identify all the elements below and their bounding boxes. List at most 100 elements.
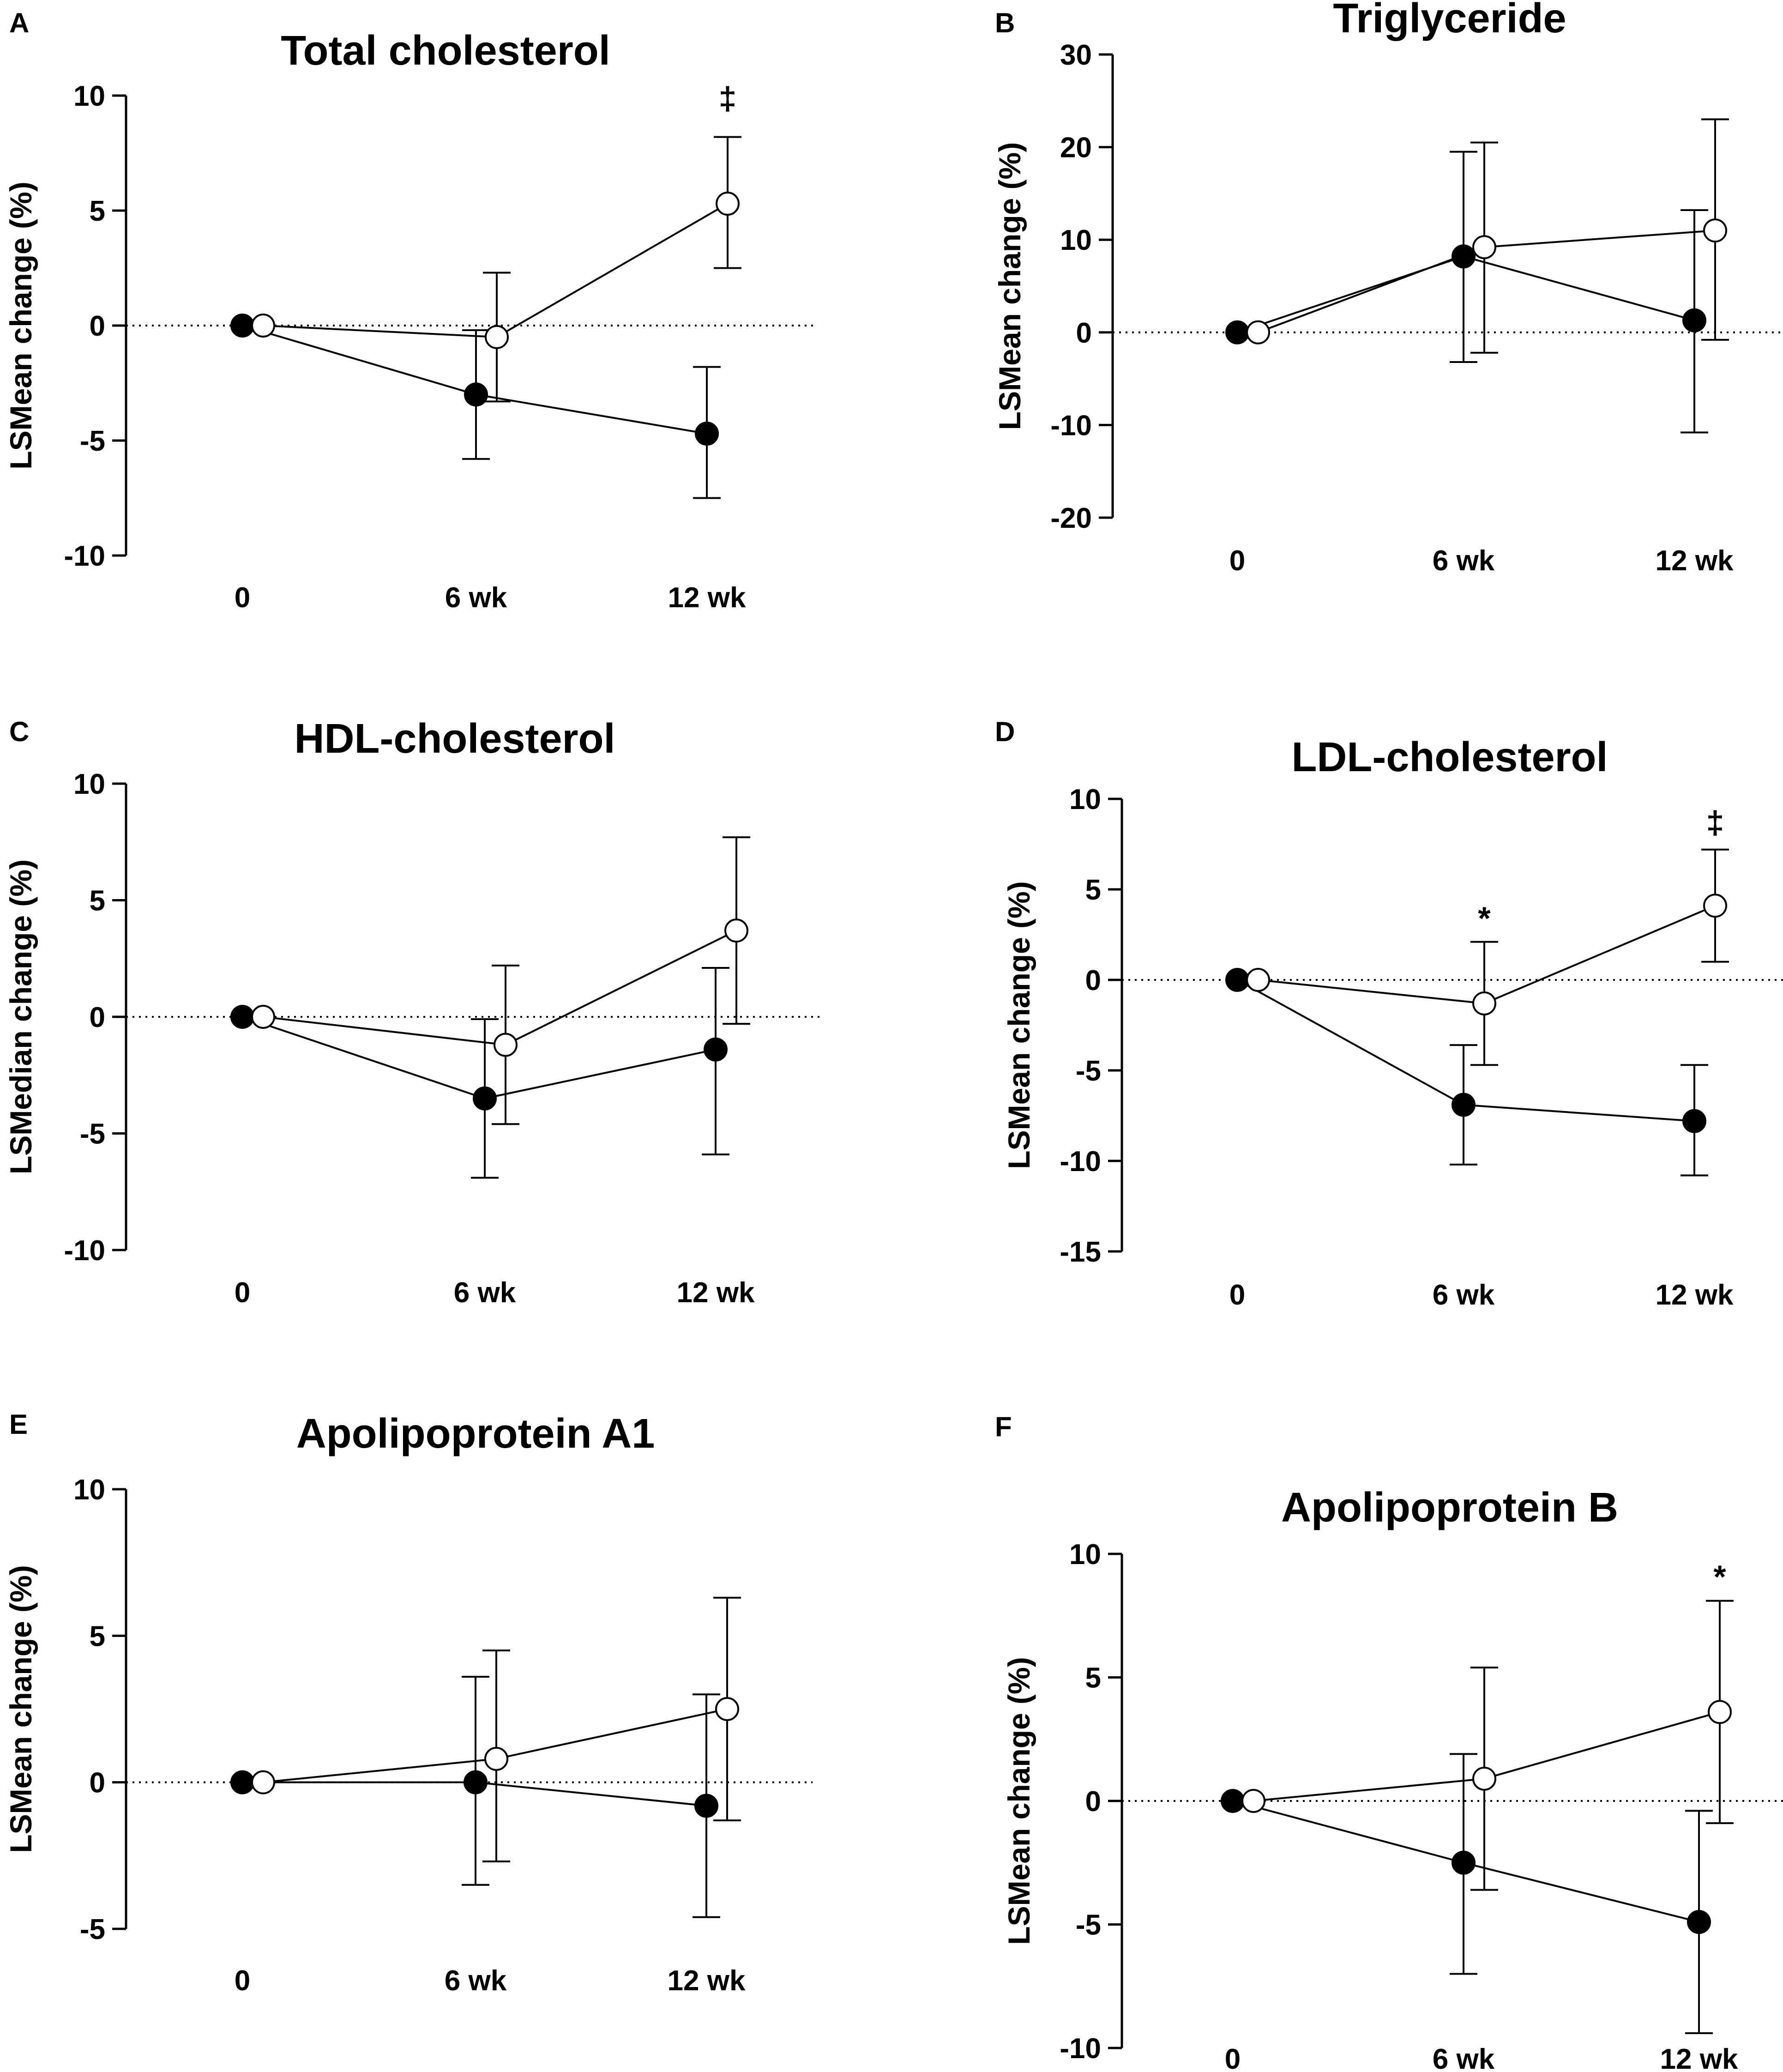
open-marker bbox=[1703, 218, 1727, 243]
panel-title: LDL-cholesterol bbox=[1291, 734, 1608, 780]
series-open bbox=[251, 836, 750, 1125]
x-tick-label: 0 bbox=[235, 582, 250, 614]
panel-letter: A bbox=[9, 7, 29, 38]
filled-marker bbox=[694, 1794, 718, 1818]
y-axis-label: LSMean change (%) bbox=[993, 142, 1027, 430]
panel-a: A Total cholesterol LSMean change (%) 10 5 0 -… bbox=[4, 7, 813, 614]
series-open bbox=[1241, 1600, 1734, 1891]
open-marker bbox=[494, 1033, 518, 1057]
panel-d: D LDL-cholesterol LSMean change (%) 10 5 0 -5 -… bbox=[995, 716, 1783, 1311]
y-tick-label: 10 bbox=[73, 768, 105, 800]
significance-marker: ‡ bbox=[719, 80, 737, 116]
open-marker bbox=[1241, 1789, 1265, 1813]
y-tick-label: 10 bbox=[1060, 224, 1092, 256]
y-tick-label: 0 bbox=[1076, 317, 1092, 349]
filled-marker bbox=[230, 314, 254, 338]
y-tick-label: 10 bbox=[73, 1474, 105, 1506]
filled-marker bbox=[704, 1037, 728, 1062]
open-marker bbox=[715, 1697, 739, 1721]
y-tick-label: -5 bbox=[1076, 1055, 1101, 1087]
panel-title: Apolipoprotein B bbox=[1281, 1485, 1618, 1531]
y-axis-label: LSMean change (%) bbox=[4, 181, 38, 469]
x-tick-label: 12 wk bbox=[668, 582, 746, 614]
y-tick-label: -5 bbox=[80, 1914, 105, 1945]
panel-title: Triglyceride bbox=[1333, 0, 1566, 42]
series-line bbox=[263, 203, 729, 338]
open-marker bbox=[716, 192, 740, 216]
y-tick-label: 5 bbox=[90, 1620, 105, 1652]
open-marker bbox=[484, 1746, 508, 1771]
y-tick-label: 0 bbox=[90, 310, 105, 342]
panel-title: Total cholesterol bbox=[281, 28, 610, 74]
x-tick-label: 6 wk bbox=[445, 1965, 507, 1997]
y-tick-label: -5 bbox=[1076, 1909, 1101, 1941]
panel-f: F Apolipoprotein B LSMean change (%) 10 5 0 -5… bbox=[995, 1411, 1783, 2072]
panel-letter: F bbox=[995, 1411, 1012, 1442]
panel-title: HDL-cholesterol bbox=[294, 716, 615, 762]
filled-marker bbox=[1682, 308, 1706, 332]
y-axis-label: LSMean change (%) bbox=[4, 1565, 38, 1853]
series-open bbox=[1246, 848, 1729, 1066]
panel-e: E Apolipoprotein A1 LSMean change (%) 10 5 0 -… bbox=[4, 1409, 813, 1997]
y-tick-label: -15 bbox=[1060, 1236, 1101, 1268]
y-tick-label: 0 bbox=[1085, 965, 1101, 997]
y-tick-label: 30 bbox=[1060, 39, 1092, 71]
y-tick-label: 0 bbox=[1085, 1786, 1101, 1818]
x-tick-label: 12 wk bbox=[1656, 545, 1734, 577]
series-line bbox=[263, 1708, 728, 1783]
series-filled bbox=[230, 1676, 720, 1918]
panel-letter: E bbox=[9, 1409, 28, 1440]
x-tick-label: 6 wk bbox=[1433, 545, 1495, 577]
open-marker bbox=[251, 314, 275, 338]
series-line bbox=[242, 325, 707, 435]
x-tick-label: 0 bbox=[1229, 545, 1245, 577]
open-marker bbox=[1246, 320, 1270, 344]
series-filled bbox=[1225, 151, 1708, 434]
x-tick-label: 6 wk bbox=[445, 582, 507, 614]
y-tick-label: 10 bbox=[1069, 1539, 1101, 1571]
panel-c: C HDL-cholesterol LSMedian change (%) 10 5 0 -… bbox=[4, 716, 822, 1309]
x-tick-label: 0 bbox=[235, 1277, 250, 1309]
open-marker bbox=[1472, 235, 1496, 260]
x-tick-label: 12 wk bbox=[677, 1277, 755, 1309]
y-tick-label: 5 bbox=[1085, 1662, 1101, 1694]
series-open bbox=[251, 1596, 741, 1863]
open-marker bbox=[724, 918, 748, 943]
open-marker bbox=[251, 1005, 275, 1029]
open-marker bbox=[251, 1770, 275, 1794]
series-filled bbox=[1221, 1753, 1713, 2034]
x-tick-label: 12 wk bbox=[1656, 1279, 1734, 1311]
open-marker bbox=[1246, 968, 1270, 992]
open-marker bbox=[1472, 1766, 1496, 1791]
filled-marker bbox=[1687, 1910, 1711, 1934]
x-tick-label: 0 bbox=[1225, 2043, 1241, 2072]
filled-marker bbox=[1682, 1109, 1706, 1133]
x-tick-label: 6 wk bbox=[1433, 2043, 1495, 2072]
x-tick-label: 0 bbox=[1229, 1279, 1245, 1311]
significance-marker: * bbox=[1478, 900, 1491, 936]
open-marker bbox=[1703, 894, 1727, 918]
panel-b: B Triglyceride LSMean change (%) 30 20 10 0 -10… bbox=[993, 0, 1783, 577]
y-tick-label: -20 bbox=[1050, 502, 1092, 534]
y-tick-label: 10 bbox=[1069, 784, 1101, 816]
y-axis-label: LSMedian change (%) bbox=[4, 859, 38, 1174]
filled-marker bbox=[695, 422, 719, 446]
series-line bbox=[263, 930, 737, 1046]
panel-letter: B bbox=[995, 7, 1015, 38]
panel-letter: C bbox=[9, 716, 29, 747]
open-marker bbox=[1472, 991, 1496, 1015]
x-tick-label: 6 wk bbox=[454, 1277, 516, 1309]
filled-marker bbox=[230, 1005, 254, 1029]
y-tick-label: 5 bbox=[90, 195, 105, 227]
filled-marker bbox=[1225, 968, 1249, 992]
y-tick-label: -10 bbox=[64, 540, 105, 572]
filled-marker bbox=[1452, 1850, 1476, 1875]
y-tick-label: 20 bbox=[1060, 132, 1092, 164]
open-marker bbox=[485, 325, 509, 349]
series-filled bbox=[230, 967, 729, 1179]
x-tick-label: 12 wk bbox=[1660, 2043, 1738, 2072]
open-marker bbox=[1708, 1700, 1732, 1724]
filled-marker bbox=[464, 1770, 488, 1794]
y-tick-label: 5 bbox=[1085, 874, 1101, 906]
